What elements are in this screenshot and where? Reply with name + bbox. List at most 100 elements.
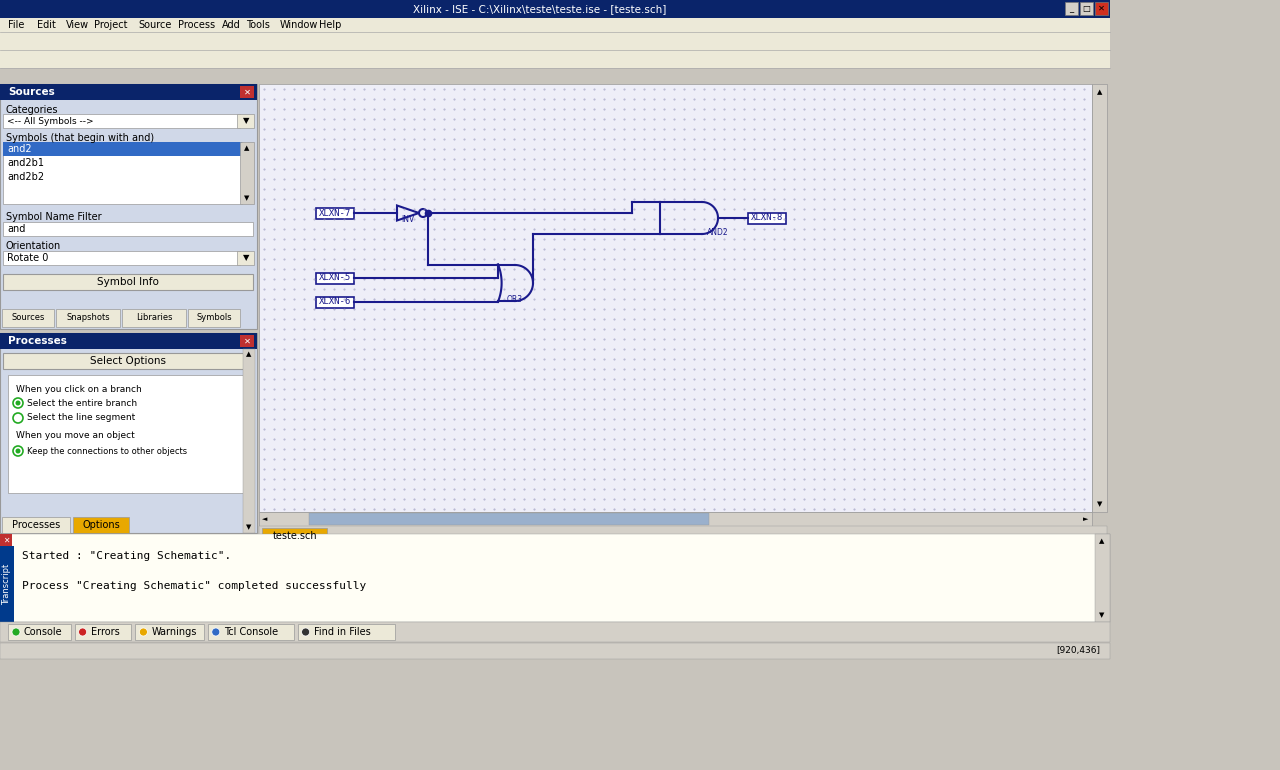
Text: Help: Help bbox=[319, 20, 342, 30]
Text: Started : "Creating Schematic".: Started : "Creating Schematic". bbox=[22, 551, 232, 561]
FancyBboxPatch shape bbox=[3, 353, 253, 369]
Text: Transcript: Transcript bbox=[3, 564, 12, 604]
FancyBboxPatch shape bbox=[0, 84, 257, 100]
Circle shape bbox=[78, 628, 87, 636]
Text: ✕: ✕ bbox=[243, 336, 251, 346]
FancyBboxPatch shape bbox=[3, 222, 253, 236]
Text: File: File bbox=[8, 20, 24, 30]
Text: XLXN-8: XLXN-8 bbox=[751, 213, 783, 223]
Text: Process "Creating Schematic" completed successfully: Process "Creating Schematic" completed s… bbox=[22, 581, 366, 591]
Text: ✕: ✕ bbox=[1098, 4, 1105, 13]
Text: ▲: ▲ bbox=[1100, 538, 1105, 544]
Text: Console: Console bbox=[24, 627, 63, 637]
Text: Libraries: Libraries bbox=[136, 313, 173, 323]
FancyBboxPatch shape bbox=[3, 309, 54, 327]
FancyBboxPatch shape bbox=[122, 309, 186, 327]
Text: ▼: ▼ bbox=[1097, 501, 1102, 507]
Text: ▲: ▲ bbox=[244, 145, 250, 151]
FancyBboxPatch shape bbox=[1094, 534, 1110, 622]
Text: ▼: ▼ bbox=[246, 524, 252, 530]
Text: ✕: ✕ bbox=[3, 535, 9, 544]
FancyBboxPatch shape bbox=[1094, 2, 1108, 15]
Text: Select the entire branch: Select the entire branch bbox=[27, 399, 137, 407]
FancyBboxPatch shape bbox=[0, 534, 12, 546]
Text: Errors: Errors bbox=[91, 627, 119, 637]
Text: Snapshots: Snapshots bbox=[67, 313, 110, 323]
Text: Select the line segment: Select the line segment bbox=[27, 413, 136, 423]
FancyBboxPatch shape bbox=[297, 624, 396, 640]
FancyBboxPatch shape bbox=[1092, 84, 1107, 512]
Text: _: _ bbox=[1069, 4, 1074, 13]
Circle shape bbox=[419, 209, 428, 217]
Text: Tools: Tools bbox=[246, 20, 270, 30]
Text: Options: Options bbox=[82, 520, 120, 530]
Text: Orientation: Orientation bbox=[6, 241, 61, 251]
Text: ▲: ▲ bbox=[1097, 89, 1102, 95]
Text: ▼: ▼ bbox=[244, 195, 250, 201]
Text: Tcl Console: Tcl Console bbox=[224, 627, 278, 637]
Text: and: and bbox=[6, 224, 26, 234]
Text: Rotate 0: Rotate 0 bbox=[6, 253, 49, 263]
FancyBboxPatch shape bbox=[0, 18, 1110, 32]
Circle shape bbox=[13, 413, 23, 423]
Circle shape bbox=[140, 628, 147, 636]
FancyBboxPatch shape bbox=[0, 622, 1110, 642]
FancyBboxPatch shape bbox=[316, 296, 355, 307]
Text: Symbols: Symbols bbox=[196, 313, 232, 323]
Text: ▼: ▼ bbox=[1100, 612, 1105, 618]
FancyBboxPatch shape bbox=[316, 207, 355, 219]
FancyBboxPatch shape bbox=[1065, 2, 1078, 15]
Text: ▼: ▼ bbox=[243, 116, 250, 126]
Text: Warnings: Warnings bbox=[151, 627, 197, 637]
FancyBboxPatch shape bbox=[259, 526, 1107, 546]
FancyBboxPatch shape bbox=[0, 546, 14, 622]
FancyBboxPatch shape bbox=[748, 213, 786, 223]
FancyBboxPatch shape bbox=[0, 32, 1110, 50]
Text: Symbol Name Filter: Symbol Name Filter bbox=[6, 212, 101, 222]
Text: Processes: Processes bbox=[8, 336, 67, 346]
Text: Edit: Edit bbox=[37, 20, 55, 30]
Circle shape bbox=[12, 628, 20, 636]
FancyBboxPatch shape bbox=[1080, 2, 1093, 15]
FancyBboxPatch shape bbox=[0, 84, 257, 329]
Text: Symbols (that begin with and): Symbols (that begin with and) bbox=[6, 133, 154, 143]
Text: Select Options: Select Options bbox=[90, 356, 166, 366]
Text: Categories: Categories bbox=[6, 105, 59, 115]
FancyBboxPatch shape bbox=[3, 274, 253, 290]
Text: View: View bbox=[65, 20, 88, 30]
FancyBboxPatch shape bbox=[0, 333, 257, 533]
FancyBboxPatch shape bbox=[3, 251, 241, 265]
Circle shape bbox=[13, 446, 23, 456]
FancyBboxPatch shape bbox=[3, 142, 242, 156]
Text: ◄: ◄ bbox=[262, 516, 268, 522]
Text: ►: ► bbox=[1083, 516, 1089, 522]
Text: When you click on a branch: When you click on a branch bbox=[15, 384, 142, 393]
FancyBboxPatch shape bbox=[0, 50, 1110, 68]
Text: INV: INV bbox=[402, 215, 415, 223]
FancyBboxPatch shape bbox=[3, 517, 70, 533]
Text: Xilinx - ISE - C:\Xilinx\teste\teste.ise - [teste.sch]: Xilinx - ISE - C:\Xilinx\teste\teste.ise… bbox=[413, 4, 667, 14]
FancyBboxPatch shape bbox=[259, 84, 1092, 512]
FancyBboxPatch shape bbox=[316, 273, 355, 283]
Text: Sources: Sources bbox=[12, 313, 45, 323]
Text: and2: and2 bbox=[6, 144, 32, 154]
FancyBboxPatch shape bbox=[74, 624, 132, 640]
FancyBboxPatch shape bbox=[3, 142, 242, 204]
FancyBboxPatch shape bbox=[56, 309, 120, 327]
Text: Source: Source bbox=[138, 20, 173, 30]
FancyBboxPatch shape bbox=[308, 513, 709, 525]
FancyBboxPatch shape bbox=[259, 512, 1092, 526]
FancyBboxPatch shape bbox=[241, 335, 253, 347]
Text: Keep the connections to other objects: Keep the connections to other objects bbox=[27, 447, 187, 456]
FancyBboxPatch shape bbox=[0, 333, 257, 349]
Text: Process: Process bbox=[178, 20, 215, 30]
Text: XLXN-5: XLXN-5 bbox=[319, 273, 351, 283]
Text: Project: Project bbox=[95, 20, 128, 30]
FancyBboxPatch shape bbox=[8, 375, 247, 493]
Text: Window: Window bbox=[280, 20, 319, 30]
Text: Find in Files: Find in Files bbox=[314, 627, 370, 637]
Text: ▼: ▼ bbox=[243, 253, 250, 263]
FancyBboxPatch shape bbox=[0, 534, 1110, 622]
Circle shape bbox=[15, 448, 20, 454]
Text: Add: Add bbox=[223, 20, 241, 30]
